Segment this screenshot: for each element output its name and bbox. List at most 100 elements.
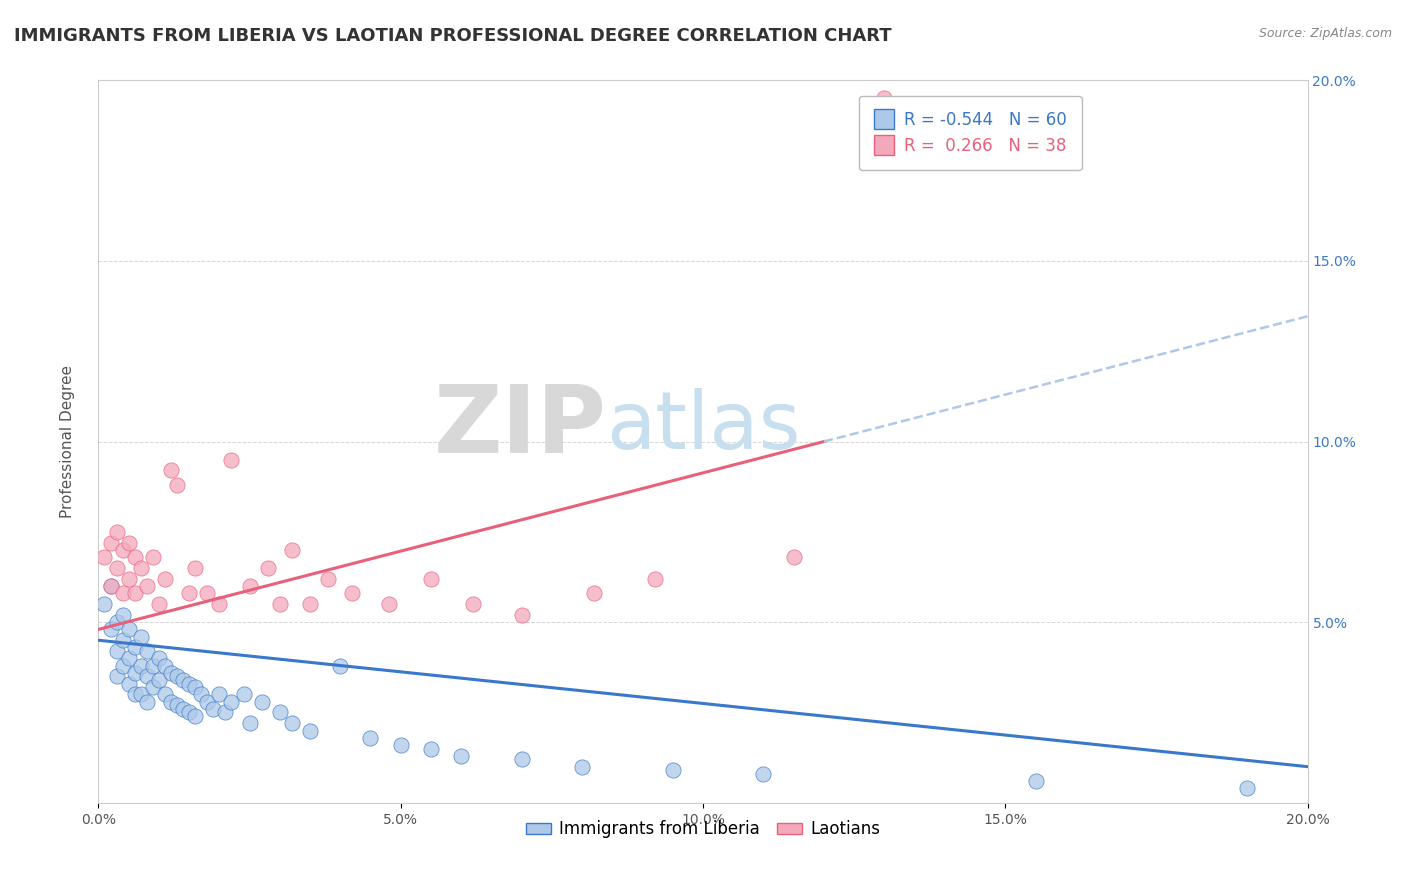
- Point: [135, 579, 157, 593]
- Text: ZIP: ZIP: [433, 381, 606, 473]
- Point: [142, 658, 165, 673]
- Point: [105, 561, 128, 575]
- Point: [208, 597, 231, 611]
- Point: [360, 731, 382, 745]
- Point: [389, 738, 412, 752]
- Point: [281, 542, 304, 557]
- Point: [148, 597, 170, 611]
- Point: [111, 586, 134, 600]
- Point: [129, 630, 152, 644]
- Point: [148, 651, 170, 665]
- Y-axis label: Professional Degree: Professional Degree: [60, 365, 75, 518]
- Point: [269, 597, 291, 611]
- Point: [221, 452, 243, 467]
- Point: [105, 644, 128, 658]
- Point: [571, 760, 593, 774]
- Point: [1024, 774, 1046, 789]
- Point: [124, 687, 146, 701]
- Point: [316, 572, 339, 586]
- Point: [190, 687, 212, 701]
- Point: [172, 673, 194, 687]
- Point: [153, 658, 176, 673]
- Point: [93, 597, 115, 611]
- Point: [118, 623, 141, 637]
- Point: [420, 572, 443, 586]
- Point: [135, 669, 157, 683]
- Point: [752, 767, 775, 781]
- Point: [184, 709, 207, 723]
- Point: [195, 695, 218, 709]
- Point: [118, 572, 141, 586]
- Point: [160, 695, 183, 709]
- Point: [105, 615, 128, 630]
- Point: [299, 597, 322, 611]
- Point: [100, 579, 122, 593]
- Point: [172, 702, 194, 716]
- Point: [179, 676, 201, 690]
- Point: [100, 535, 122, 549]
- Point: [450, 748, 472, 763]
- Point: [129, 561, 152, 575]
- Point: [129, 687, 152, 701]
- Point: [124, 665, 146, 680]
- Legend: Immigrants from Liberia, Laotians: Immigrants from Liberia, Laotians: [519, 814, 887, 845]
- Point: [166, 698, 188, 713]
- Point: [1236, 781, 1258, 796]
- Text: Source: ZipAtlas.com: Source: ZipAtlas.com: [1258, 27, 1392, 40]
- Point: [166, 478, 188, 492]
- Point: [256, 561, 278, 575]
- Point: [342, 586, 364, 600]
- Point: [142, 680, 165, 694]
- Point: [124, 550, 146, 565]
- Point: [873, 91, 896, 105]
- Point: [420, 741, 443, 756]
- Point: [148, 673, 170, 687]
- Point: [179, 706, 201, 720]
- Point: [100, 579, 122, 593]
- Point: [179, 586, 201, 600]
- Point: [510, 607, 533, 622]
- Point: [160, 665, 183, 680]
- Point: [118, 651, 141, 665]
- Point: [142, 550, 165, 565]
- Point: [135, 644, 157, 658]
- Point: [783, 550, 806, 565]
- Point: [377, 597, 399, 611]
- Point: [184, 680, 207, 694]
- Point: [239, 579, 262, 593]
- Point: [153, 572, 176, 586]
- Point: [124, 640, 146, 655]
- Point: [299, 723, 322, 738]
- Point: [329, 658, 352, 673]
- Point: [153, 687, 176, 701]
- Point: [124, 586, 146, 600]
- Point: [661, 764, 683, 778]
- Point: [250, 695, 273, 709]
- Point: [100, 623, 122, 637]
- Point: [281, 716, 304, 731]
- Point: [93, 550, 115, 565]
- Point: [111, 633, 134, 648]
- Point: [510, 752, 533, 766]
- Point: [202, 702, 225, 716]
- Point: [135, 695, 157, 709]
- Point: [111, 542, 134, 557]
- Point: [111, 658, 134, 673]
- Point: [208, 687, 231, 701]
- Point: [184, 561, 207, 575]
- Point: [583, 586, 606, 600]
- Point: [644, 572, 666, 586]
- Point: [118, 535, 141, 549]
- Point: [160, 463, 183, 477]
- Point: [118, 676, 141, 690]
- Point: [221, 695, 243, 709]
- Point: [239, 716, 262, 731]
- Point: [214, 706, 236, 720]
- Point: [105, 524, 128, 539]
- Point: [195, 586, 218, 600]
- Text: IMMIGRANTS FROM LIBERIA VS LAOTIAN PROFESSIONAL DEGREE CORRELATION CHART: IMMIGRANTS FROM LIBERIA VS LAOTIAN PROFE…: [14, 27, 891, 45]
- Point: [232, 687, 254, 701]
- Point: [166, 669, 188, 683]
- Point: [129, 658, 152, 673]
- Point: [463, 597, 485, 611]
